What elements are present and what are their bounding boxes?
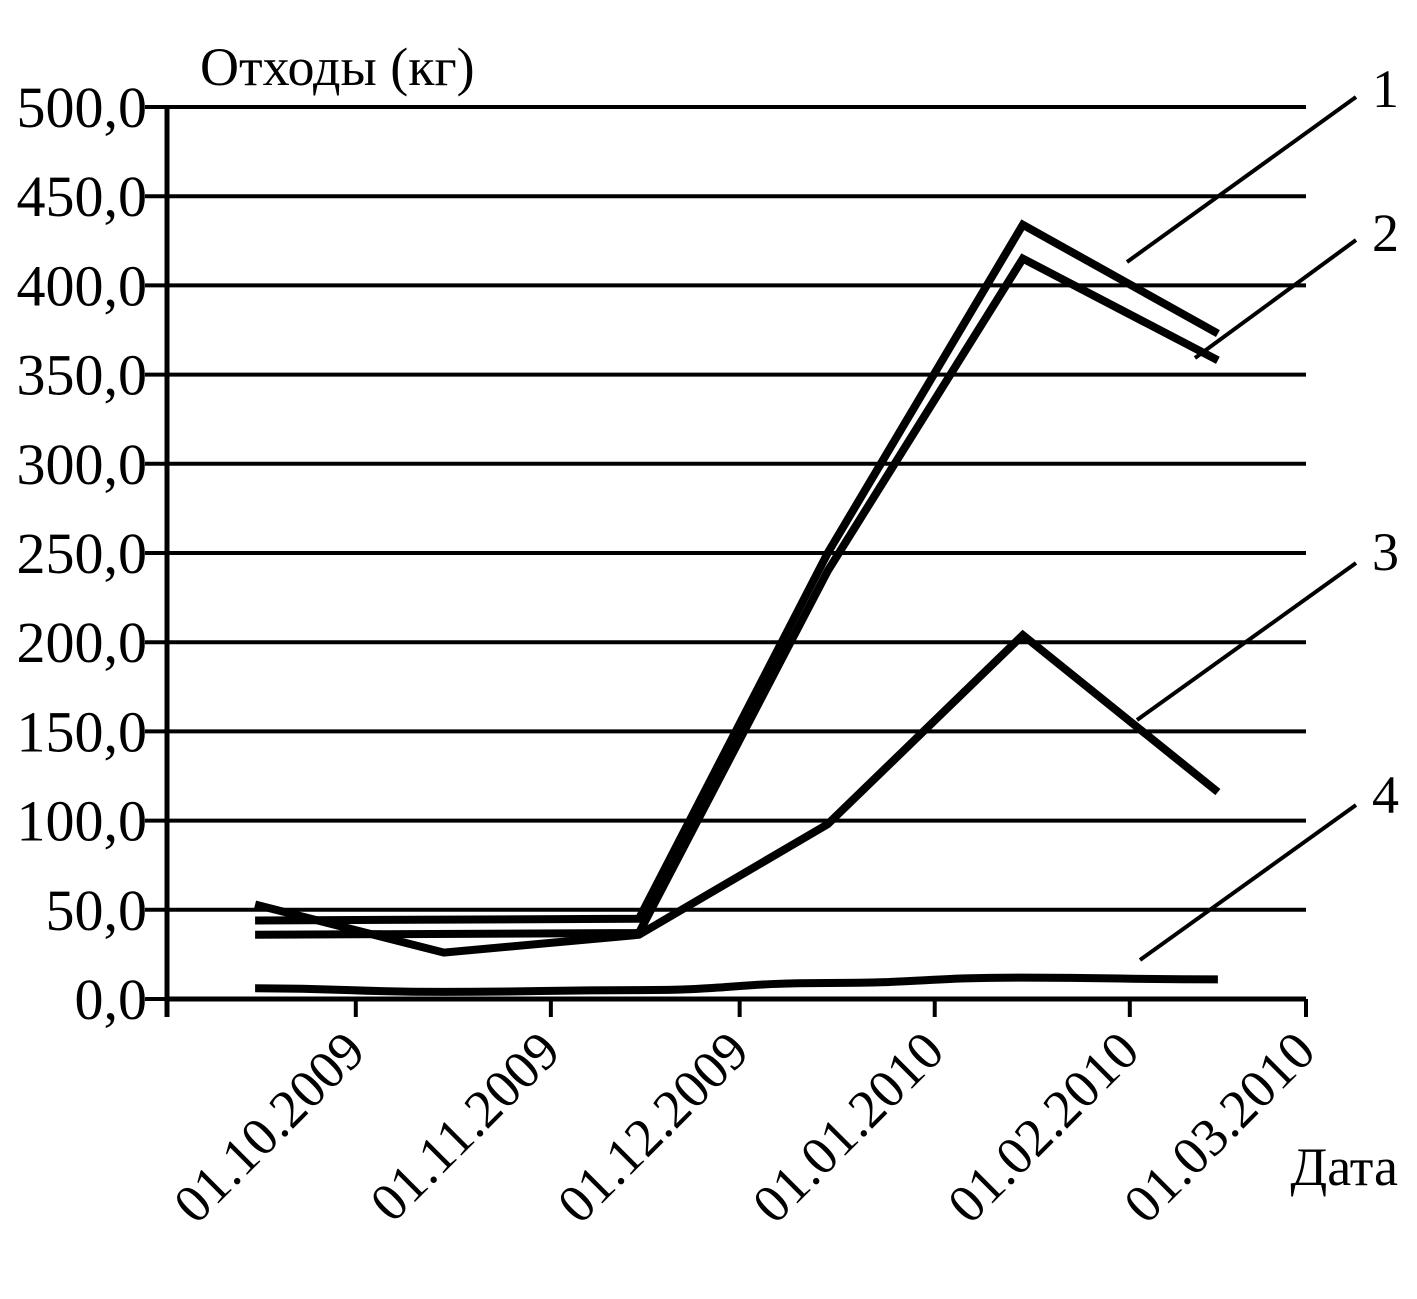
- y-tick-label: 50,0: [46, 878, 148, 943]
- x-tick-label: 01.02.2010: [936, 1020, 1150, 1234]
- leader-line-3: [1135, 561, 1358, 722]
- x-tick-label: 01.10.2009: [162, 1020, 376, 1234]
- x-tick-label: 01.03.2010: [1112, 1020, 1326, 1234]
- series-line-2: [255, 253, 1220, 939]
- y-tick-labels: 0,0 50,0 100,0 150,0 200,0 250,0 300,0 350,0 400…: [17, 75, 148, 1032]
- y-tick-label: 300,0: [17, 432, 148, 497]
- y-tick-label: 450,0: [17, 164, 148, 229]
- y-tick-label: 400,0: [17, 253, 148, 318]
- y-tick-label: 150,0: [17, 699, 148, 764]
- x-tick-label: 01.12.2009: [546, 1020, 760, 1234]
- series-label-2: 2: [1372, 203, 1399, 263]
- series-line-1: [255, 219, 1220, 925]
- leader-line-4: [1138, 803, 1358, 962]
- leader-line-2: [1193, 238, 1358, 360]
- series-leader-lines: 1 2 3 4: [1125, 59, 1399, 962]
- leader-line-1: [1125, 95, 1358, 264]
- x-tick-labels: 01.10.200901.11.200901.12.200901.01.2010…: [162, 1020, 1326, 1234]
- x-tick-label: 01.11.2009: [359, 1020, 572, 1233]
- x-axis-title: Дата: [1290, 1137, 1398, 1197]
- series-label-1: 1: [1372, 59, 1399, 119]
- y-tick-label: 250,0: [17, 521, 148, 586]
- series-lines: [254, 219, 1221, 996]
- y-tick-label: 100,0: [17, 789, 148, 854]
- axes: [145, 105, 1308, 1017]
- y-tick-label: 0,0: [75, 967, 148, 1032]
- series-line-3: [254, 629, 1221, 957]
- series-label-3: 3: [1372, 522, 1399, 582]
- y-tick-label: 200,0: [17, 610, 148, 675]
- x-tick-label: 01.01.2010: [741, 1020, 955, 1234]
- grid: [167, 105, 1306, 912]
- y-tick-label: 350,0: [17, 343, 148, 408]
- y-axis-title: Отходы (кг): [200, 37, 475, 97]
- y-tick-label: 500,0: [17, 75, 148, 140]
- series-line-4: [255, 973, 1218, 996]
- series-label-4: 4: [1372, 765, 1399, 825]
